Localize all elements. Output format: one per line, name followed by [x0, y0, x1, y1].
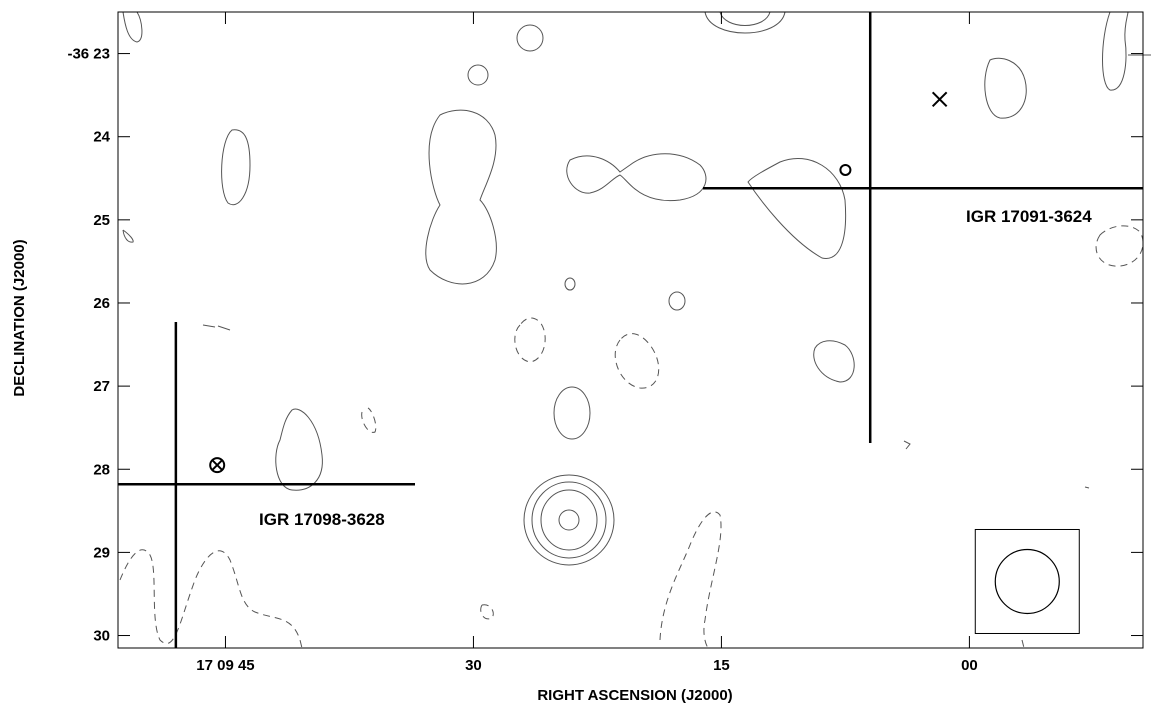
source-crosshairs: IGR 17091-3624 IGR 17098-3628	[118, 12, 1143, 648]
source-label: IGR 17098-3628	[259, 510, 385, 529]
x-marker	[211, 459, 223, 471]
y-tick-label: 27	[93, 378, 110, 395]
position-markers	[209, 91, 948, 474]
x-tick-label: 30	[465, 657, 482, 674]
circle-marker	[839, 163, 852, 176]
y-tick-label: 25	[93, 212, 110, 229]
beam-box	[974, 528, 1080, 634]
beam-frame	[974, 528, 1080, 634]
y-axis-label: DECLINATION (J2000)	[11, 239, 28, 396]
x-marker	[931, 91, 948, 108]
y-tick-label: -36 23	[67, 46, 110, 63]
x-tick-label: 15	[713, 657, 730, 674]
circle-marker	[209, 457, 226, 474]
x-axis-ticks: 17 09 45 30 15 00	[196, 12, 978, 674]
y-tick-label: 24	[93, 129, 110, 146]
x-tick-label: 00	[961, 657, 978, 674]
plot-frame	[117, 11, 1144, 649]
x-tick-label: 17 09 45	[196, 657, 254, 674]
source-label: IGR 17091-3624	[966, 207, 1092, 226]
x-axis-label: RIGHT ASCENSION (J2000)	[537, 687, 732, 704]
y-tick-label: 30	[93, 628, 110, 645]
plot-border	[117, 11, 1144, 649]
beam-ellipse	[994, 548, 1060, 615]
y-tick-label: 29	[93, 544, 110, 561]
y-tick-label: 26	[93, 295, 110, 312]
y-tick-label: 28	[93, 461, 110, 478]
y-axis-ticks: -36 23 24 25 26 27 28 29 30	[67, 46, 1143, 645]
radio-contours	[119, 11, 1151, 649]
